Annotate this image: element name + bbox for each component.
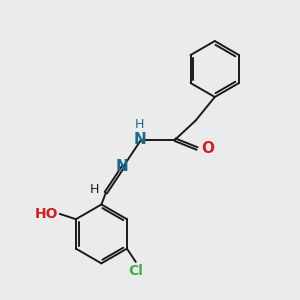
Text: Cl: Cl <box>128 264 143 278</box>
Text: H: H <box>90 183 99 196</box>
Text: N: N <box>116 159 128 174</box>
Text: N: N <box>133 132 146 147</box>
Text: O: O <box>201 141 214 156</box>
Text: H: H <box>135 118 144 131</box>
Text: HO: HO <box>35 207 58 221</box>
